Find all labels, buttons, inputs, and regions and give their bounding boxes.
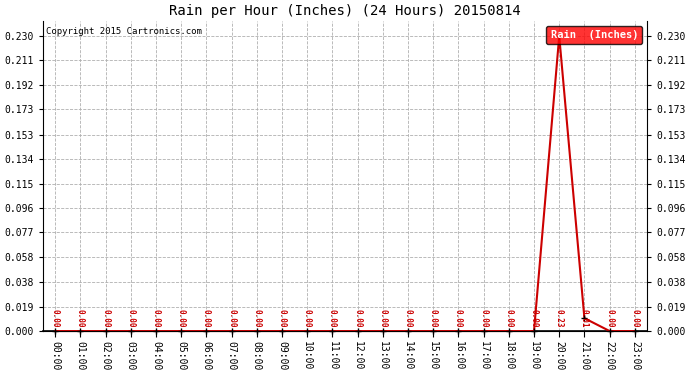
Text: 0.00: 0.00 (631, 309, 640, 328)
Text: 0.00: 0.00 (227, 309, 236, 328)
Text: 0.00: 0.00 (504, 309, 513, 328)
Text: 0.00: 0.00 (126, 309, 135, 328)
Text: 0.00: 0.00 (76, 309, 85, 328)
Text: 0.00: 0.00 (479, 309, 488, 328)
Text: 0.00: 0.00 (328, 309, 337, 328)
Text: 0.00: 0.00 (378, 309, 387, 328)
Text: 0.00: 0.00 (605, 309, 614, 328)
Text: 0.23: 0.23 (555, 309, 564, 328)
Text: 0.00: 0.00 (404, 309, 413, 328)
Text: 0.00: 0.00 (428, 309, 437, 328)
Text: 0.00: 0.00 (303, 309, 312, 328)
Text: 0.00: 0.00 (277, 309, 286, 328)
Text: 0.00: 0.00 (152, 309, 161, 328)
Text: 0.00: 0.00 (353, 309, 362, 328)
Title: Rain per Hour (Inches) (24 Hours) 20150814: Rain per Hour (Inches) (24 Hours) 201508… (169, 4, 521, 18)
Text: 0.00: 0.00 (177, 309, 186, 328)
Text: 0.00: 0.00 (454, 309, 463, 328)
Text: 0.00: 0.00 (529, 309, 538, 328)
Text: 0.00: 0.00 (50, 309, 59, 328)
Text: 0.00: 0.00 (202, 309, 211, 328)
Text: 0.00: 0.00 (101, 309, 110, 328)
Text: Copyright 2015 Cartronics.com: Copyright 2015 Cartronics.com (46, 27, 201, 36)
Text: 0.00: 0.00 (253, 309, 262, 328)
Text: 0.01: 0.01 (580, 309, 589, 328)
Legend: Rain  (Inches): Rain (Inches) (546, 26, 642, 44)
